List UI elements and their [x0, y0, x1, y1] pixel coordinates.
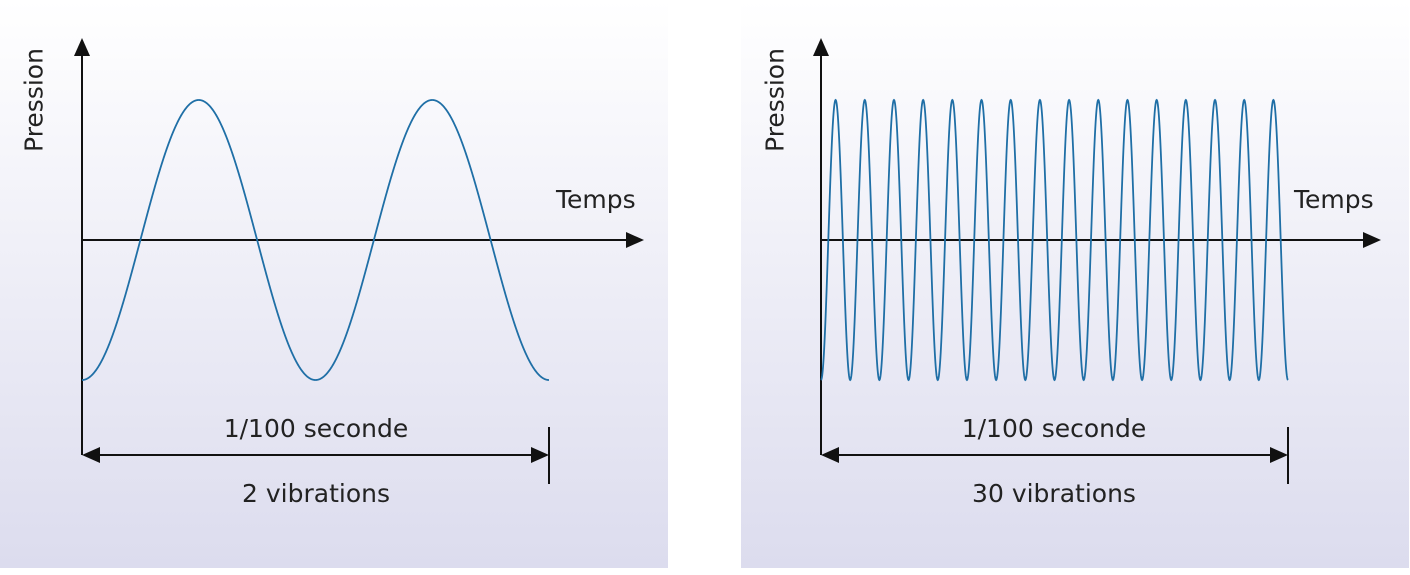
duration-label: 1/100 seconde: [961, 414, 1147, 443]
y-axis-arrowhead: [74, 38, 90, 56]
y-axis-arrowhead: [813, 38, 829, 56]
x-axis-arrowhead: [626, 232, 644, 248]
y-axis-label: Pression: [19, 48, 49, 152]
waveform-panel-right: Pression Temps 1/100 seconde 30 vibratio…: [741, 0, 1409, 568]
duration-arrow-right: [1270, 447, 1288, 463]
duration-arrow-left: [82, 447, 100, 463]
y-axis-label: Pression: [760, 48, 790, 152]
x-axis-label: Temps: [1294, 185, 1374, 214]
duration-arrow-left: [821, 447, 839, 463]
waveform-diagram: [74, 38, 644, 484]
vibrations-label: 2 vibrations: [242, 479, 390, 508]
pressure-wave: [820, 98, 1289, 382]
duration-label: 1/100 seconde: [223, 414, 409, 443]
pressure-wave: [82, 99, 549, 381]
x-axis-label: Temps: [556, 185, 636, 214]
waveform-panel-left: Pression Temps 1/100 seconde 2 vibration…: [0, 0, 668, 568]
duration-arrow-right: [531, 447, 549, 463]
waveform-diagram: [813, 38, 1381, 484]
x-axis-arrowhead: [1363, 232, 1381, 248]
vibrations-label: 30 vibrations: [972, 479, 1136, 508]
